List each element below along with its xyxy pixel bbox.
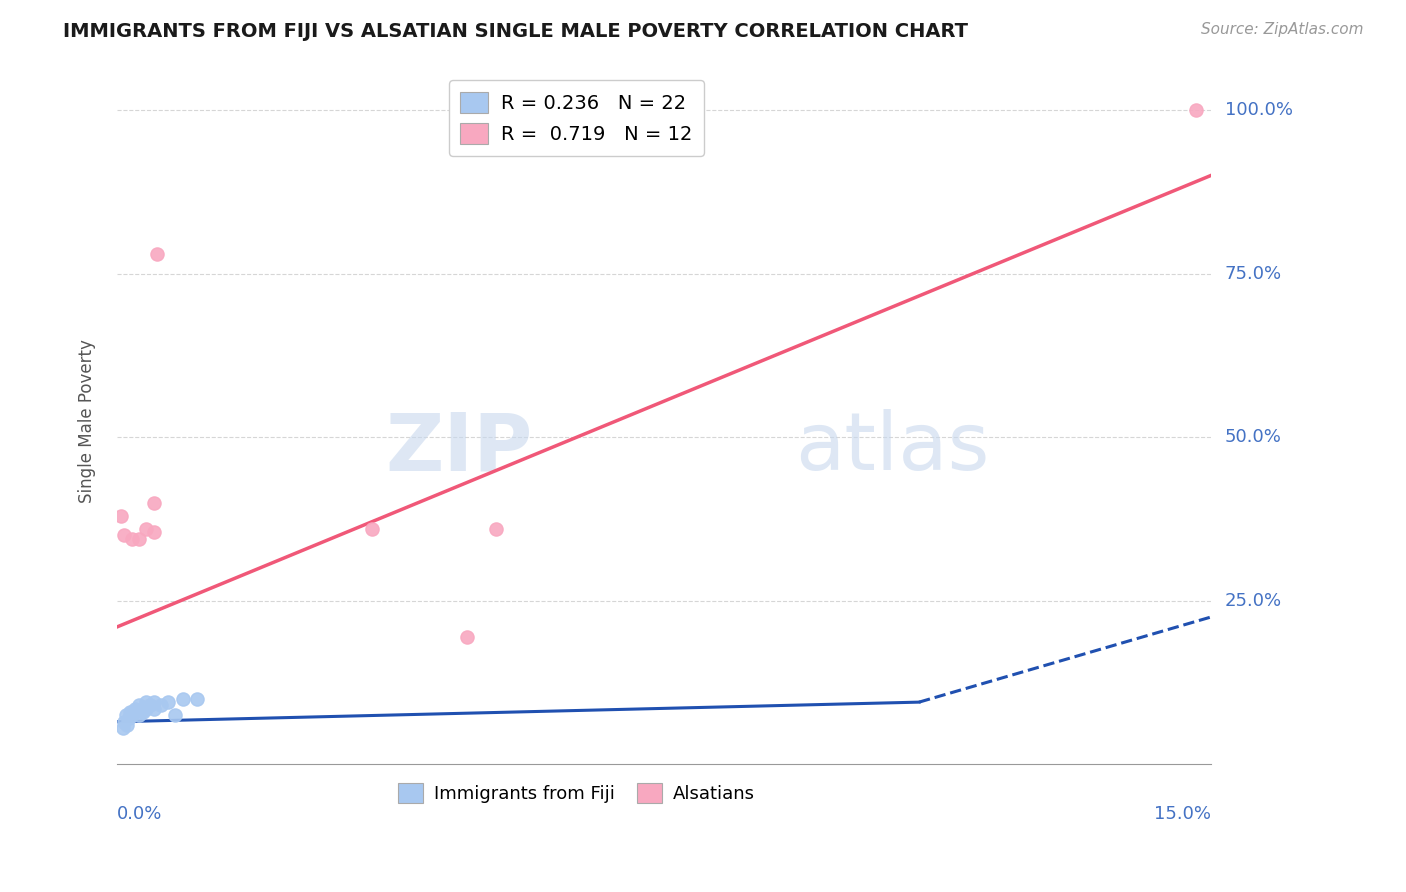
Point [122, 705, 145, 719]
Text: IMMIGRANTS FROM FIJI VS ALSATIAN SINGLE MALE POVERTY CORRELATION CHART: IMMIGRANTS FROM FIJI VS ALSATIAN SINGLE … [63, 22, 969, 41]
Text: Source: ZipAtlas.com: Source: ZipAtlas.com [1201, 22, 1364, 37]
Text: 25.0%: 25.0% [1225, 591, 1282, 610]
Point [485, 522, 508, 536]
Point [124, 701, 146, 715]
Point [128, 708, 150, 723]
Text: atlas: atlas [796, 409, 990, 487]
Point [120, 705, 142, 719]
Text: 0.0%: 0.0% [117, 805, 163, 823]
Point [135, 522, 157, 536]
Point [128, 698, 150, 713]
Point [115, 708, 138, 723]
Point [128, 532, 150, 546]
Point [361, 522, 384, 536]
Point [121, 532, 143, 546]
Point [121, 708, 143, 723]
Point [142, 524, 165, 539]
Point [131, 705, 153, 719]
Text: 50.0%: 50.0% [1225, 428, 1281, 446]
Point [172, 691, 194, 706]
Point [142, 495, 165, 509]
Point [139, 698, 162, 713]
Point [135, 695, 157, 709]
Point [111, 721, 134, 735]
Point [142, 695, 165, 709]
Text: ZIP: ZIP [385, 409, 533, 487]
Point [110, 508, 132, 523]
Legend: Immigrants from Fiji, Alsatians: Immigrants from Fiji, Alsatians [391, 776, 762, 810]
Text: 100.0%: 100.0% [1225, 101, 1292, 120]
Point [186, 691, 208, 706]
Point [142, 701, 165, 715]
Point [112, 714, 135, 729]
Text: 75.0%: 75.0% [1225, 265, 1282, 283]
Point [1185, 103, 1208, 117]
Text: 15.0%: 15.0% [1154, 805, 1211, 823]
Point [135, 701, 157, 715]
Point [165, 708, 187, 723]
Point [118, 711, 141, 725]
Point [146, 247, 169, 261]
Point [117, 718, 139, 732]
Point [157, 695, 180, 709]
Y-axis label: Single Male Poverty: Single Male Poverty [79, 339, 96, 503]
Point [112, 528, 135, 542]
Point [456, 630, 478, 644]
Point [149, 698, 172, 713]
